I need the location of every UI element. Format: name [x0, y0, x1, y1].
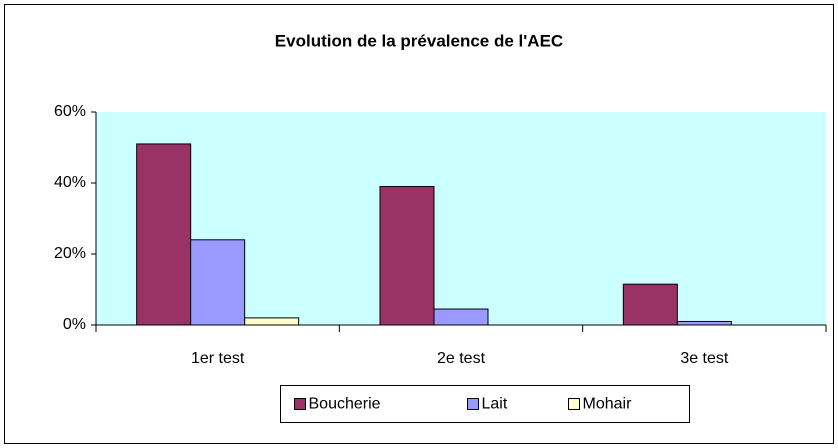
bar — [244, 317, 300, 326]
y-tick-label: 0% — [63, 316, 86, 333]
legend-label: Mohair — [583, 396, 633, 413]
bar — [676, 320, 732, 326]
y-tick-label: 20% — [54, 245, 86, 262]
legend-swatch — [568, 398, 580, 410]
x-tick-label: 2e test — [437, 350, 486, 367]
legend-swatch — [294, 398, 306, 410]
bar — [136, 143, 192, 326]
bar — [379, 186, 435, 326]
bar — [433, 308, 489, 326]
legend-label: Boucherie — [309, 396, 381, 413]
legend-swatch — [467, 398, 479, 410]
chart-title: Evolution de la prévalence de l'AEC — [275, 31, 563, 50]
y-tick-label: 60% — [54, 103, 86, 120]
y-tick-label: 40% — [54, 174, 86, 191]
x-tick-label: 3e test — [680, 350, 729, 367]
bar — [190, 239, 246, 326]
x-tick-label: 1er test — [191, 350, 245, 367]
bar — [622, 283, 678, 326]
legend-box — [280, 385, 690, 423]
legend-label: Lait — [482, 396, 508, 413]
